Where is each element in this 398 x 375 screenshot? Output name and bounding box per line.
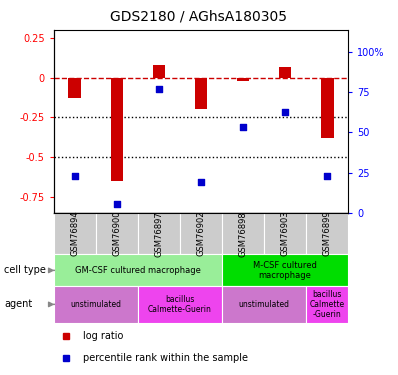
Bar — [152, 65, 165, 78]
Text: percentile rank within the sample: percentile rank within the sample — [83, 352, 248, 363]
Bar — [111, 78, 123, 181]
Text: log ratio: log ratio — [83, 331, 123, 341]
Point — [282, 109, 288, 115]
Point — [72, 173, 78, 179]
Point — [198, 179, 204, 185]
Bar — [68, 78, 81, 98]
Text: GSM76903: GSM76903 — [281, 211, 290, 256]
Bar — [138, 286, 222, 322]
Bar — [54, 213, 96, 255]
Bar — [138, 213, 180, 255]
Bar — [54, 286, 138, 322]
Text: GSM76898: GSM76898 — [238, 211, 248, 256]
Text: GSM76894: GSM76894 — [70, 211, 79, 256]
Text: GSM76897: GSM76897 — [154, 211, 164, 256]
Text: M-CSF cultured
macrophage: M-CSF cultured macrophage — [253, 261, 317, 280]
Text: cell type: cell type — [4, 266, 46, 275]
Bar — [54, 255, 222, 286]
Bar — [306, 213, 348, 255]
Bar — [237, 78, 250, 81]
Bar — [321, 78, 334, 138]
Text: GSM76899: GSM76899 — [323, 211, 332, 256]
Text: bacillus
Calmette-Guerin: bacillus Calmette-Guerin — [148, 295, 212, 314]
Bar — [222, 255, 348, 286]
Bar — [96, 213, 138, 255]
Text: agent: agent — [4, 299, 32, 309]
Text: GDS2180 / AGhsA180305: GDS2180 / AGhsA180305 — [111, 9, 287, 23]
Bar — [195, 78, 207, 110]
Bar — [222, 286, 306, 322]
Text: unstimulated: unstimulated — [239, 300, 290, 309]
Text: unstimulated: unstimulated — [70, 300, 121, 309]
Point — [114, 201, 120, 207]
Text: GM-CSF cultured macrophage: GM-CSF cultured macrophage — [75, 266, 201, 275]
Text: GSM76902: GSM76902 — [197, 211, 205, 256]
Bar — [264, 213, 306, 255]
Point — [324, 173, 330, 179]
Bar — [306, 286, 348, 322]
Bar — [222, 213, 264, 255]
Bar — [279, 67, 291, 78]
Point — [156, 86, 162, 92]
Text: GSM76900: GSM76900 — [112, 211, 121, 256]
Bar — [180, 213, 222, 255]
Point — [240, 124, 246, 130]
Text: bacillus
Calmette
-Guerin: bacillus Calmette -Guerin — [310, 290, 345, 319]
